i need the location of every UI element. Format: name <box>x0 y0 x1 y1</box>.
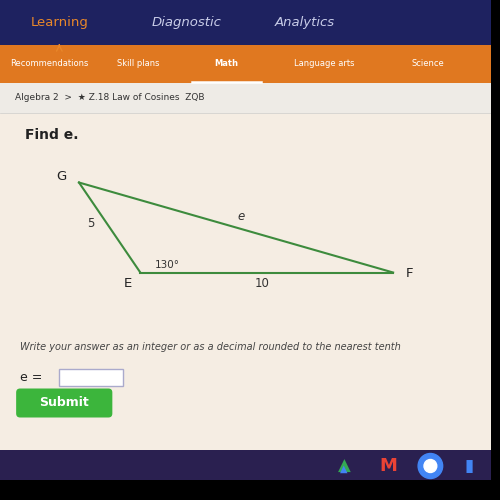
Text: ▲: ▲ <box>338 457 350 475</box>
Bar <box>0 450 491 480</box>
Text: Find e.: Find e. <box>25 128 78 142</box>
Text: Diagnostic: Diagnostic <box>152 16 222 29</box>
Text: M: M <box>379 457 397 475</box>
Text: 130°: 130° <box>155 260 180 270</box>
Text: Skill plans: Skill plans <box>116 60 159 68</box>
Text: Algebra 2  >  ★ Z.18 Law of Cosines  ZQB: Algebra 2 > ★ Z.18 Law of Cosines ZQB <box>15 93 204 102</box>
Text: Write your answer as an integer or as a decimal rounded to the nearest tenth: Write your answer as an integer or as a … <box>20 342 401 352</box>
Circle shape <box>418 454 442 478</box>
Text: F: F <box>406 267 413 280</box>
Text: Analytics: Analytics <box>274 16 335 29</box>
Text: 5: 5 <box>88 217 94 230</box>
Text: Math: Math <box>214 60 238 68</box>
Text: ▮: ▮ <box>464 457 473 475</box>
Text: E: E <box>124 277 132 290</box>
Bar <box>0 112 491 450</box>
Text: Science: Science <box>411 60 444 68</box>
Text: 10: 10 <box>254 277 269 290</box>
Text: Learning: Learning <box>30 16 88 29</box>
Bar <box>0 82 491 112</box>
FancyBboxPatch shape <box>16 388 112 418</box>
Text: Submit: Submit <box>40 396 89 409</box>
Text: ▲: ▲ <box>340 464 348 473</box>
Bar <box>60 369 123 386</box>
Circle shape <box>424 460 437 472</box>
Text: e: e <box>238 210 244 223</box>
Text: Language arts: Language arts <box>294 60 354 68</box>
Bar <box>0 45 491 82</box>
Text: e =: e = <box>20 371 42 384</box>
Text: G: G <box>56 170 67 183</box>
Text: Recommendations: Recommendations <box>10 60 88 68</box>
Bar <box>0 0 491 45</box>
Bar <box>0 480 491 500</box>
